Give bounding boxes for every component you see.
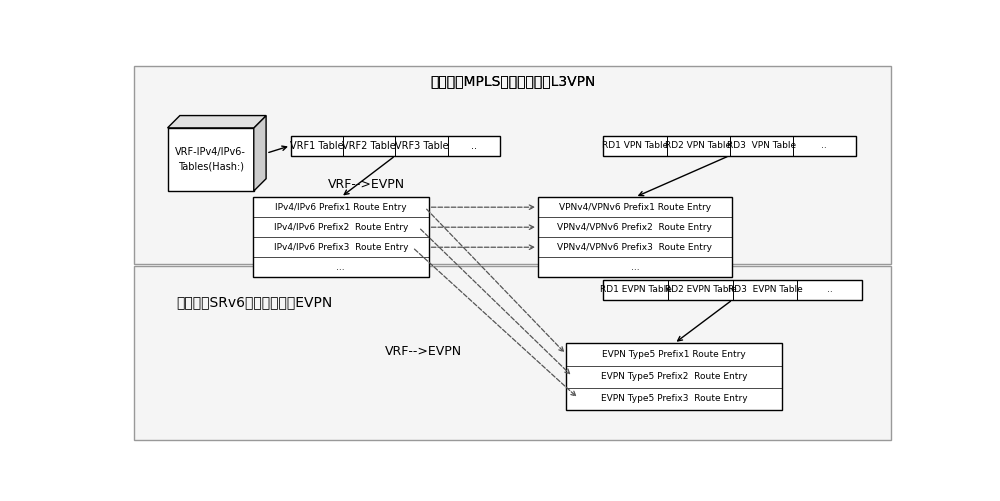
Text: RD2 EVPN Table: RD2 EVPN Table	[665, 285, 736, 294]
Bar	[538, 197, 732, 277]
Text: VPNv4/VPNv6 Prefix2  Route Entry: VPNv4/VPNv6 Prefix2 Route Entry	[557, 223, 712, 231]
Text: EVPN Type5 Prefix1 Route Entry: EVPN Type5 Prefix1 Route Entry	[602, 350, 746, 359]
Text: ..: ..	[827, 285, 833, 294]
Text: VRF2 Table: VRF2 Table	[342, 141, 396, 151]
Text: EVPN Type5 Prefix2  Route Entry: EVPN Type5 Prefix2 Route Entry	[601, 372, 747, 381]
Text: VRF-->EVPN: VRF-->EVPN	[328, 178, 405, 191]
Text: 双平面乊MPLS平面，控制面L3VPN: 双平面乊MPLS平面，控制面L3VPN	[430, 75, 595, 89]
Bar	[134, 267, 891, 440]
Bar	[168, 128, 254, 191]
Text: ..: ..	[471, 141, 477, 151]
Bar	[134, 66, 891, 264]
Polygon shape	[168, 116, 266, 128]
Bar	[603, 280, 862, 300]
Text: 双平面乊MPLS平面，控制面L3VPN: 双平面乊MPLS平面，控制面L3VPN	[430, 75, 595, 89]
Text: ...: ...	[336, 263, 345, 272]
Text: 双平面乊SRv6平面，控制面EVPN: 双平面乊SRv6平面，控制面EVPN	[176, 296, 333, 310]
Text: RD3  VPN Table: RD3 VPN Table	[727, 141, 796, 150]
Text: RD2 VPN Table: RD2 VPN Table	[665, 141, 731, 150]
Bar	[253, 197, 429, 277]
Bar	[603, 136, 856, 156]
Text: VPNv4/VPNv6 Prefix3  Route Entry: VPNv4/VPNv6 Prefix3 Route Entry	[557, 242, 712, 252]
Polygon shape	[254, 116, 266, 191]
Text: ..: ..	[821, 141, 827, 150]
Text: RD3  EVPN Table: RD3 EVPN Table	[728, 285, 802, 294]
Text: RD1 VPN Table: RD1 VPN Table	[602, 141, 668, 150]
Bar	[291, 136, 500, 156]
Text: VRF1 Table: VRF1 Table	[290, 141, 344, 151]
Text: ...: ...	[631, 263, 639, 272]
Text: VRF3 Table: VRF3 Table	[395, 141, 448, 151]
Text: IPv4/IPv6 Prefix2  Route Entry: IPv4/IPv6 Prefix2 Route Entry	[274, 223, 408, 231]
Bar	[566, 344, 782, 410]
Text: EVPN Type5 Prefix3  Route Entry: EVPN Type5 Prefix3 Route Entry	[601, 394, 748, 403]
Text: VRF-->EVPN: VRF-->EVPN	[385, 345, 463, 358]
Text: IPv4/IPv6 Prefix1 Route Entry: IPv4/IPv6 Prefix1 Route Entry	[275, 203, 407, 212]
Text: IPv4/IPv6 Prefix3  Route Entry: IPv4/IPv6 Prefix3 Route Entry	[274, 242, 408, 252]
Text: RD1 EVPN Table: RD1 EVPN Table	[600, 285, 672, 294]
Text: VRF-IPv4/IPv6-
Tables(Hash:): VRF-IPv4/IPv6- Tables(Hash:)	[175, 147, 246, 171]
Text: VPNv4/VPNv6 Prefix1 Route Entry: VPNv4/VPNv6 Prefix1 Route Entry	[559, 203, 711, 212]
